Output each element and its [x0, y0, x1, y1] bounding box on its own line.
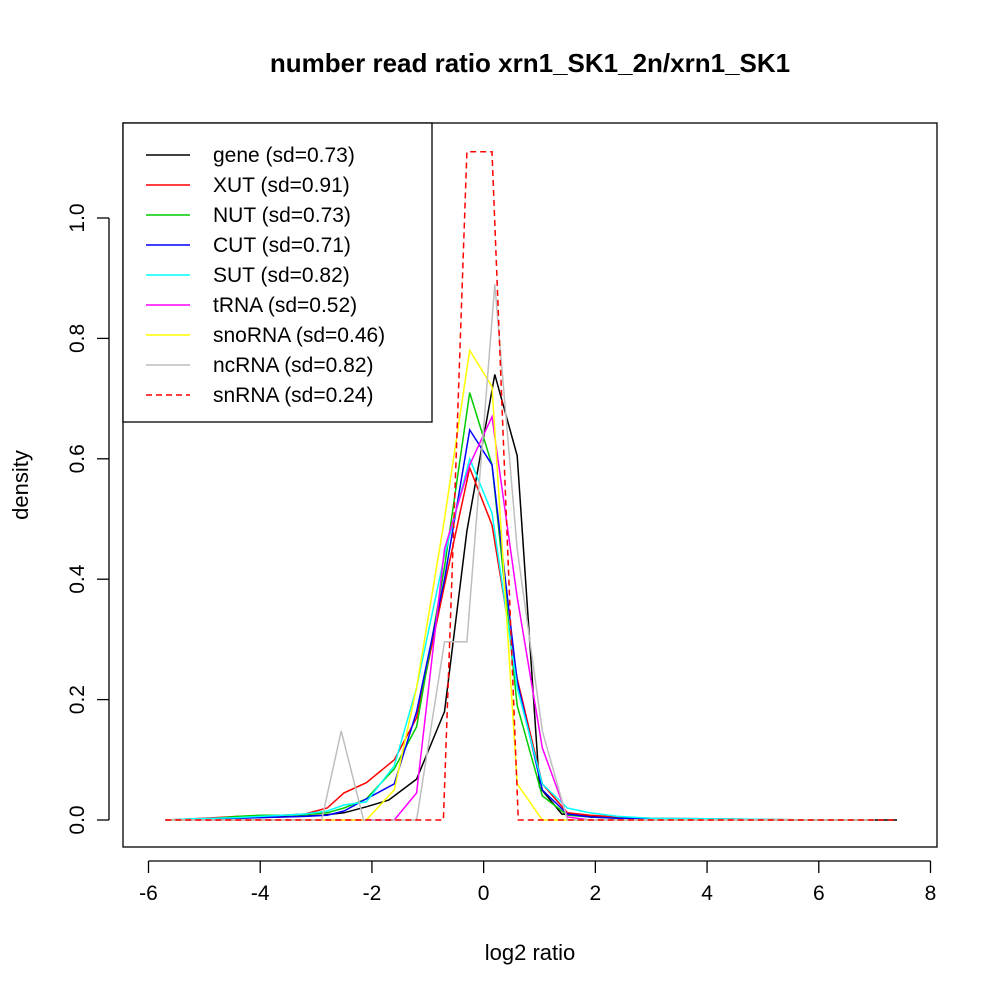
legend-box	[122, 122, 433, 423]
legend-entry-label: tRNA (sd=0.52)	[213, 294, 357, 317]
x-tick-label: 2	[590, 882, 602, 905]
legend-entry-label: gene (sd=0.73)	[213, 144, 355, 167]
series-group	[165, 151, 897, 821]
x-tick-label: -6	[139, 882, 158, 905]
x-tick-label: 0	[478, 882, 490, 905]
legend-entry-label: CUT (sd=0.71)	[213, 234, 351, 257]
y-tick-label: 1.0	[66, 203, 89, 232]
legend-entry-label: ncRNA (sd=0.82)	[213, 354, 374, 377]
x-tick-label: 8	[925, 882, 937, 905]
x-axis-label: log2 ratio	[485, 940, 576, 965]
legend: gene (sd=0.73) XUT (sd=0.91) NUT (sd=0.73)…	[122, 122, 433, 423]
axes-group: -6 -4 -2 0 2 4 6 8 0.0 0.2 0.4 0.6 0.8 1.0	[66, 122, 938, 905]
y-tick-label: 0.6	[66, 444, 89, 473]
x-tick-label: 6	[813, 882, 825, 905]
y-tick-label: 0.2	[66, 685, 89, 714]
legend-entry-label: snoRNA (sd=0.46)	[213, 324, 385, 347]
chart-title: number read ratio xrn1_SK1_2n/xrn1_SK1	[270, 48, 790, 78]
x-tick-label: -2	[363, 882, 382, 905]
y-tick-label: 0.8	[66, 324, 89, 353]
series-line-9	[165, 151, 897, 821]
legend-entry-label: XUT (sd=0.91)	[213, 174, 350, 197]
y-axis-label: density	[8, 450, 33, 520]
legend-entry-label: SUT (sd=0.82)	[213, 264, 350, 287]
x-tick-label: -4	[251, 882, 270, 905]
legend-entry-label: NUT (sd=0.73)	[213, 204, 351, 227]
plot-frame	[122, 122, 938, 848]
y-tick-label: 0.4	[66, 564, 89, 594]
x-tick-label: 4	[701, 882, 713, 905]
legend-entry-label: snRNA (sd=0.24)	[213, 384, 374, 407]
y-tick-label: 0.0	[66, 805, 89, 834]
